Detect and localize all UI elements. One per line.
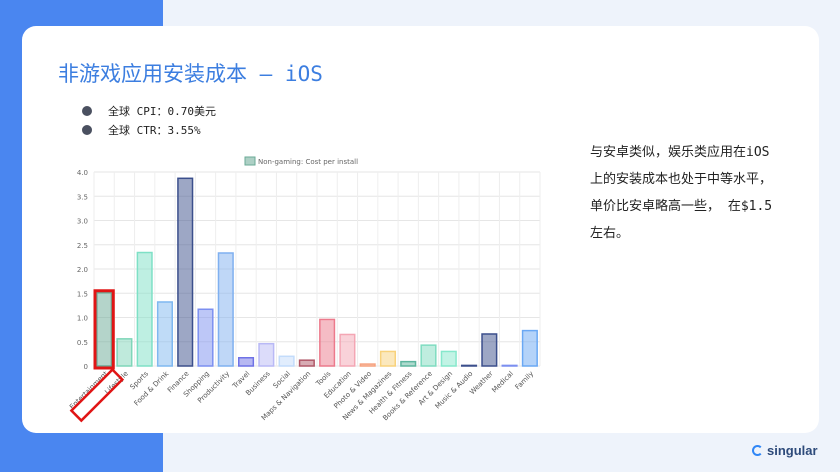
slide-title: 非游戏应用安装成本 – iOS	[58, 62, 323, 86]
y-tick-label: 3.5	[77, 193, 88, 201]
bar	[237, 357, 255, 367]
bar	[359, 363, 376, 367]
singular-logo-icon	[752, 445, 763, 456]
cpi-bar-chart: 0 0.5 1.0 1.5 2.0 2.5 3.0 3.5 4.0 Non-gaming: Cos…	[68, 156, 541, 423]
bar	[440, 350, 457, 367]
bar	[319, 318, 336, 367]
y-tick-label: 1.0	[77, 315, 88, 323]
bar	[96, 292, 113, 367]
bar	[298, 359, 315, 367]
y-tick-label: 0.5	[77, 339, 88, 347]
stat-cpi-text: 全球 CPI：0.70美元	[108, 104, 216, 118]
bar	[116, 338, 133, 367]
bar	[197, 308, 214, 367]
y-tick-label: 1.5	[77, 290, 88, 298]
legend-swatch	[244, 156, 256, 166]
y-tick-label: 4.0	[77, 169, 88, 177]
bar	[460, 364, 478, 367]
bar	[501, 364, 518, 367]
bar	[177, 177, 194, 367]
bar	[136, 251, 153, 367]
x-tick-label: Medical	[490, 370, 515, 395]
x-tick-label: Family	[514, 370, 536, 392]
legend-label: Non-gaming: Cost per install	[258, 158, 358, 166]
highlight-bar-box	[93, 289, 115, 370]
stat-cpi: 全球 CPI：0.70美元	[82, 101, 216, 120]
bar	[217, 252, 234, 367]
bar	[521, 329, 538, 367]
y-tick-label: 2.5	[77, 242, 88, 250]
bar	[258, 342, 275, 367]
bar	[481, 333, 498, 367]
y-tick-label: 2.0	[77, 266, 88, 274]
bar	[379, 350, 397, 367]
bar	[400, 360, 417, 367]
bar	[156, 301, 174, 367]
bar	[420, 344, 437, 367]
bullet-dot-icon	[82, 124, 92, 135]
logo-text: singular	[767, 443, 818, 458]
stat-ctr: 全球 CTR：3.55%	[82, 120, 216, 139]
bar	[339, 333, 356, 367]
bullet-dot-icon	[82, 105, 92, 116]
x-tick-label: Tools	[314, 370, 333, 389]
stat-ctr-text: 全球 CTR：3.55%	[108, 123, 201, 137]
commentary-text: 与安卓类似，娱乐类应用在iOS 上的安装成本也处于中等水平，单价比安卓略高一些，…	[590, 145, 773, 241]
singular-logo: singular	[752, 443, 818, 458]
y-tick-label: 3.0	[77, 218, 88, 226]
stats-list: 全球 CPI：0.70美元 全球 CTR：3.55%	[82, 101, 216, 139]
bar	[278, 355, 295, 367]
highlight-label-box	[69, 367, 125, 423]
y-tick-label: 0	[84, 363, 88, 371]
